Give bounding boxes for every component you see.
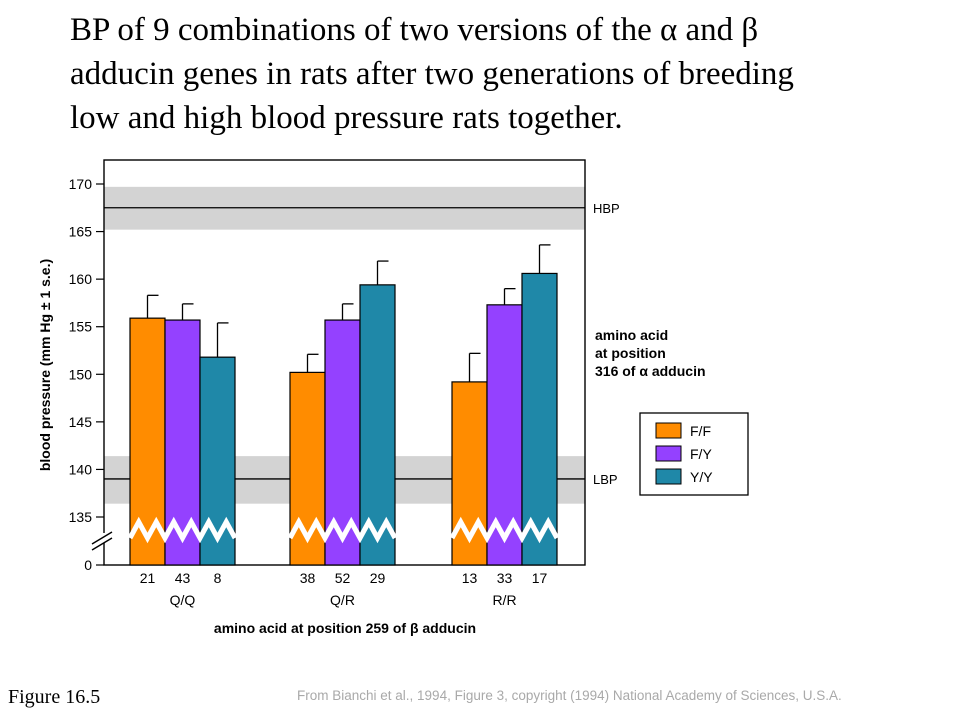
sample-size-label: 43 — [175, 570, 191, 586]
sample-size-label: 17 — [532, 570, 548, 586]
title-line: low and high blood pressure rats togethe… — [70, 100, 623, 136]
legend-swatch — [655, 468, 682, 485]
y-axis-label: blood pressure (mm Hg ± 1 s.e.) — [37, 259, 53, 471]
x-group-label: Q/Q — [170, 592, 196, 608]
legend-title-line: amino acid — [595, 327, 668, 343]
y-tick-label: 145 — [69, 414, 93, 430]
bar-QR-YY — [359, 284, 396, 566]
y-tick-label: 140 — [69, 461, 93, 477]
title-line: adducin genes in rats after two generati… — [70, 56, 794, 92]
slide-title: BP of 9 combinations of two versions of … — [70, 8, 940, 140]
sample-size-label: 8 — [214, 570, 222, 586]
title-line: BP of 9 combinations of two versions of … — [70, 12, 759, 48]
y-tick-label: 170 — [69, 176, 93, 192]
source-credit: From Bianchi et al., 1994, Figure 3, cop… — [297, 688, 842, 703]
x-group-label: Q/R — [330, 592, 355, 608]
bar-break-zigzag — [449, 516, 560, 544]
y-tick-label: 165 — [69, 224, 93, 240]
y-tick-label: 160 — [69, 271, 93, 287]
reference-label-hbp: HBP — [593, 201, 620, 216]
sample-size-label: 33 — [497, 570, 513, 586]
legend-label: F/F — [690, 423, 711, 439]
figure-label: Figure 16.5 — [8, 686, 101, 708]
y-tick-label: 155 — [69, 319, 93, 335]
legend-label: F/Y — [690, 446, 712, 462]
sample-size-label: 29 — [370, 570, 386, 586]
x-axis-label: amino acid at position 259 of β adducin — [214, 620, 476, 636]
axis-break-mark — [91, 537, 113, 551]
y-tick-label: 150 — [69, 366, 93, 382]
sample-size-label: 21 — [140, 570, 156, 586]
sample-size-label: 38 — [300, 570, 316, 586]
axis-break-mark — [91, 531, 113, 545]
legend-swatch — [655, 445, 682, 462]
y-tick-label: 0 — [84, 557, 92, 573]
x-group-label: R/R — [492, 592, 516, 608]
bar-break-zigzag — [127, 516, 238, 544]
sample-size-label: 52 — [335, 570, 351, 586]
bar-break-zigzag — [287, 516, 398, 544]
legend-swatch — [655, 422, 682, 439]
sample-size-label: 13 — [462, 570, 478, 586]
bar-RR-FY — [486, 304, 523, 566]
y-tick-label: 135 — [69, 509, 93, 525]
legend-title-line: at position — [595, 345, 666, 361]
axis-break-gap — [98, 533, 110, 543]
bar-RR-YY — [521, 272, 558, 566]
legend-label: Y/Y — [690, 469, 713, 485]
reference-label-lbp: LBP — [593, 472, 618, 487]
legend-title-line: 316 of α adducin — [595, 363, 706, 379]
